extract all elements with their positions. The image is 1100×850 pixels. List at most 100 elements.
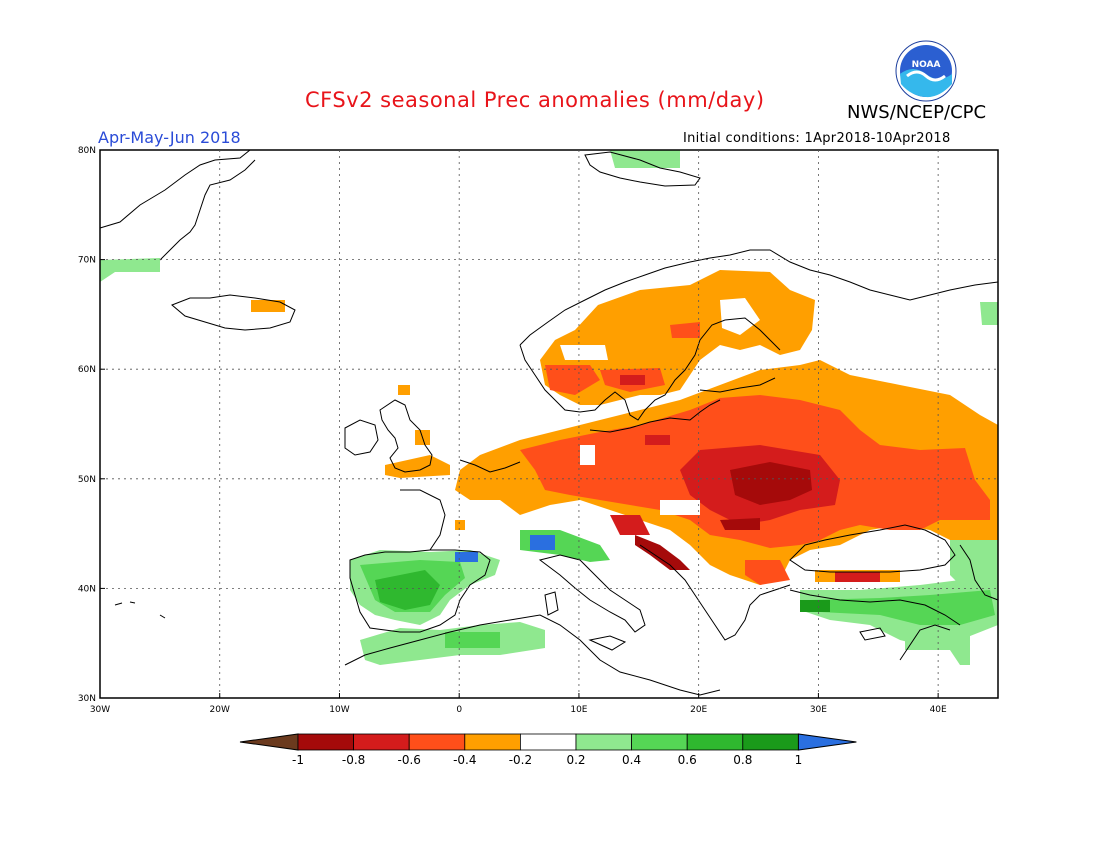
baltic-south-coast (589, 399, 721, 433)
white-hole-baltic (720, 298, 760, 335)
france-coast (400, 459, 521, 551)
gridlines (99, 149, 998, 699)
wet-greenland (100, 258, 160, 282)
wet-levant (905, 625, 970, 665)
iberia-coast (349, 549, 491, 633)
colorbar-segment (742, 733, 799, 751)
coastlines (99, 149, 999, 696)
colorbar-segment (353, 733, 410, 751)
colorbar-label: -0.8 (342, 753, 365, 767)
colorbar-label: 1 (795, 753, 803, 767)
wet-extreme-alps (530, 535, 555, 550)
italy-coast (538, 554, 646, 633)
lon-label: 30E (810, 705, 827, 715)
chart-title: CFSv2 seasonal Prec anomalies (mm/day) (305, 88, 765, 112)
dry-strong-spot-1 (645, 435, 670, 445)
wet-strong-east-med (800, 600, 830, 612)
colorbar-segment (408, 733, 466, 751)
dry-iceland (251, 300, 285, 312)
dry-strong-spot-3 (610, 515, 650, 535)
lat-label: 50N (78, 475, 96, 485)
svalbard-coast (584, 151, 701, 187)
colorbar-segment (575, 733, 632, 751)
lon-label: 0 (456, 705, 462, 715)
lat-label: 40N (78, 584, 96, 594)
colorbar-arrow-low (239, 733, 299, 751)
dry-balkan-spot (745, 560, 790, 585)
noaa-logo-icon: NOAA (895, 40, 957, 102)
lat-label: 30N (78, 694, 96, 704)
lat-label: 80N (78, 146, 96, 156)
colorbar-segment (686, 733, 744, 751)
wet-mid-north-africa (445, 632, 500, 648)
gulf-finland-coast (699, 377, 776, 393)
white-hole-sweden (560, 345, 608, 360)
period-label: Apr-May-Jun 2018 (98, 128, 241, 147)
turkey-coast (789, 589, 961, 626)
azores-coast (114, 601, 166, 619)
iceland-coast (171, 294, 296, 331)
white-hole-east (850, 535, 950, 560)
latitude-labels: 30N 40N 50N 60N 70N 80N (78, 146, 96, 704)
organization-label: NWS/NCEP/CPC (847, 102, 987, 123)
dry-turkey-strong (835, 572, 880, 582)
ireland-coast (344, 419, 379, 456)
map-frame (99, 149, 999, 699)
colorbar-label: 0.6 (678, 753, 697, 767)
lon-label: 30W (90, 705, 110, 715)
britain-coast (379, 399, 433, 473)
longitude-labels: 30W 20W 10W 0 10E 20E 30E 40E (90, 705, 947, 715)
colorbar-label: 0.2 (566, 753, 585, 767)
dry-extreme-east (730, 462, 812, 505)
lat-label: 60N (78, 365, 96, 375)
sardinia-coast (544, 591, 559, 616)
dry-adriatic (635, 535, 690, 570)
cyprus-coast (859, 627, 886, 641)
colorbar-arrow-high (797, 733, 857, 751)
wet-extreme-pyrenees (455, 552, 478, 562)
colorbar-segment (297, 733, 354, 751)
lon-label: 40E (930, 705, 947, 715)
sicily-coast (588, 635, 627, 651)
wet-strong-iberia (375, 570, 440, 610)
colorbar-label: -0.2 (509, 753, 532, 767)
colorbar-label: 0.8 (733, 753, 752, 767)
balkan-coast (639, 544, 791, 641)
white-hole-central (580, 445, 595, 465)
dry-uk-spot (398, 385, 410, 395)
dry-mid-finland (670, 322, 700, 338)
north-africa-coast (344, 614, 721, 696)
wet-caucasus (950, 540, 998, 590)
black-sea-coast (789, 524, 956, 573)
colorbar-label: -0.6 (397, 753, 420, 767)
wet-svalbard (610, 150, 680, 168)
wet-mid-east-med (810, 590, 995, 625)
white-hole-central-2 (660, 500, 700, 515)
colorbar-label: 0.4 (622, 753, 641, 767)
colorbar-segment (631, 733, 688, 751)
greenland-coast (99, 149, 256, 261)
dry-strong-spot-2 (720, 518, 760, 530)
dry-france-west (385, 455, 450, 478)
anomaly-cells (100, 150, 998, 665)
east-med-coast (899, 624, 951, 661)
dry-strong-sweden (620, 375, 645, 385)
dry-mid-norway (545, 365, 600, 395)
colorbar-label: -1 (292, 753, 304, 767)
lon-label: 20E (690, 705, 707, 715)
colorbar-label: -0.4 (453, 753, 476, 767)
colorbar-segment (520, 733, 577, 751)
dry-pyrenees-spot (455, 520, 465, 530)
logo-text: NOAA (912, 60, 941, 70)
lon-label: 20W (210, 705, 230, 715)
norway-south-coast (519, 317, 781, 421)
lat-label: 70N (78, 256, 96, 266)
initial-conditions-label: Initial conditions: 1Apr2018-10Apr2018 (683, 131, 951, 146)
lon-label: 10E (570, 705, 587, 715)
caspian-coast (959, 544, 999, 601)
wet-east-spot (980, 302, 998, 325)
scandinavia-coast (519, 249, 999, 346)
colorbar-segment (464, 733, 521, 751)
